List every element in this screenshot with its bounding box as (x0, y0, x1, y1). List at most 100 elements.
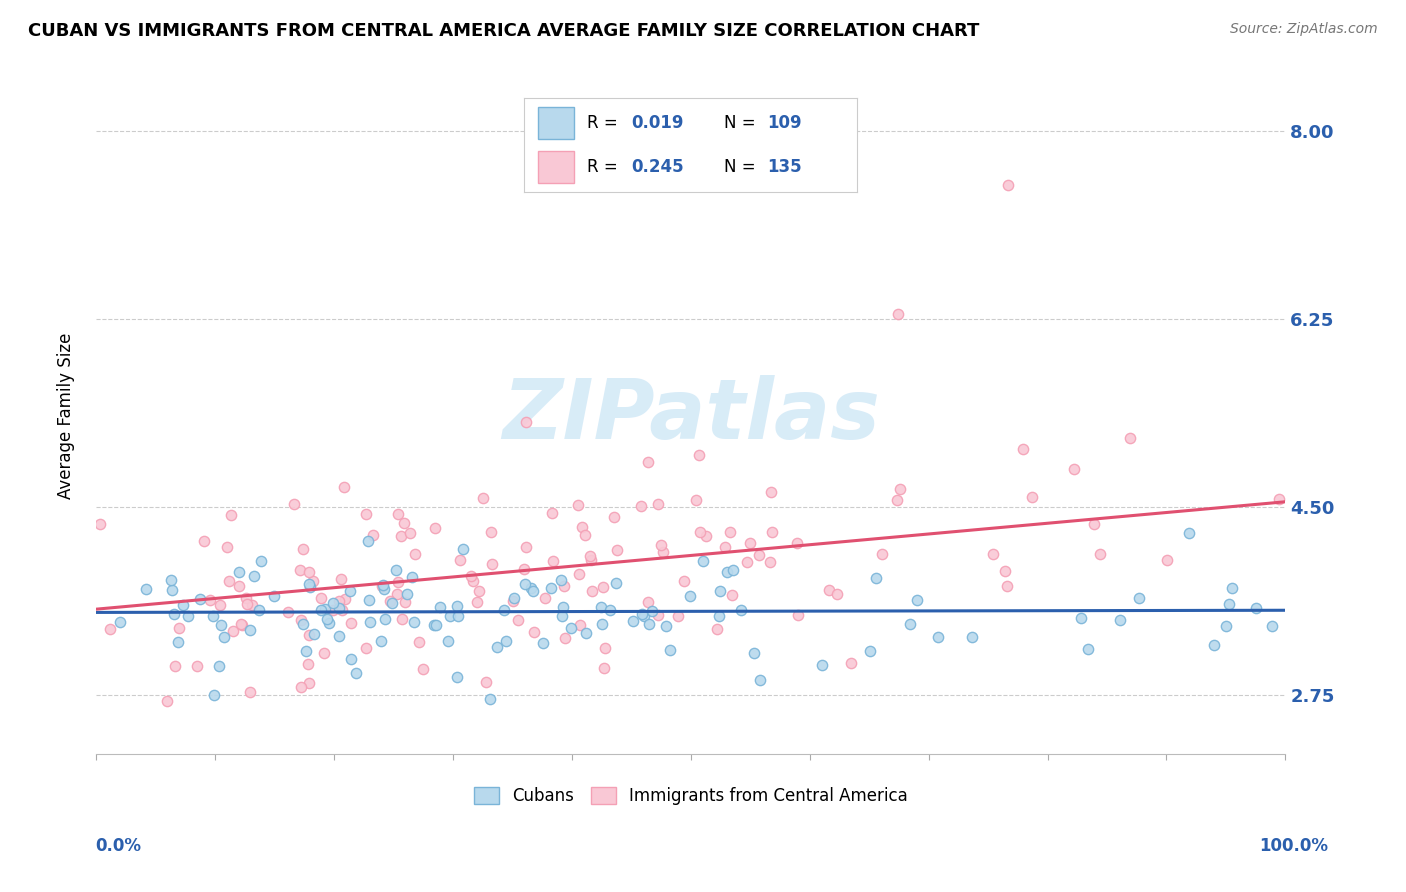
Point (263, 590, 285, 604)
Point (540, 581, 562, 595)
Point (209, 618, 232, 632)
Point (1156, 553, 1178, 567)
Point (593, 660, 616, 674)
Point (354, 641, 377, 656)
Point (531, 636, 554, 650)
Point (481, 558, 503, 572)
Point (685, 493, 707, 508)
Point (165, 658, 187, 673)
Point (716, 565, 738, 579)
Point (243, 568, 266, 582)
Point (292, 617, 315, 632)
Point (786, 536, 808, 550)
Point (298, 628, 321, 642)
Point (212, 630, 235, 644)
Point (108, 615, 131, 629)
Point (359, 615, 381, 629)
Point (437, 634, 460, 648)
Point (394, 595, 416, 609)
Point (479, 692, 502, 706)
Point (160, 582, 183, 597)
Point (218, 574, 240, 589)
Point (495, 634, 517, 648)
Point (314, 601, 336, 615)
Point (1244, 601, 1267, 615)
Point (479, 525, 502, 540)
Point (995, 578, 1018, 592)
Point (314, 646, 336, 660)
Point (156, 694, 179, 708)
Point (373, 582, 395, 597)
Point (290, 680, 312, 694)
Point (163, 607, 186, 621)
Point (745, 178, 768, 192)
Point (357, 534, 380, 549)
Point (571, 520, 593, 534)
Point (219, 508, 242, 523)
Text: CUBAN VS IMMIGRANTS FROM CENTRAL AMERICA AVERAGE FAMILY SIZE CORRELATION CHART: CUBAN VS IMMIGRANTS FROM CENTRAL AMERICA… (28, 22, 980, 40)
Point (560, 621, 582, 635)
Point (328, 600, 350, 615)
Point (461, 574, 484, 589)
Point (811, 658, 834, 673)
Point (239, 624, 262, 638)
Point (446, 599, 468, 614)
Point (486, 640, 509, 654)
Point (513, 562, 536, 576)
Point (344, 666, 367, 681)
Point (666, 609, 689, 624)
Point (322, 596, 344, 610)
Point (581, 584, 603, 599)
Point (606, 542, 628, 557)
Point (328, 629, 350, 643)
Point (172, 598, 194, 612)
Point (311, 591, 333, 606)
Point (994, 565, 1017, 579)
Point (208, 658, 231, 673)
Point (231, 618, 253, 632)
Point (222, 624, 245, 639)
Point (425, 521, 447, 535)
Point (568, 566, 591, 581)
Point (886, 493, 908, 508)
Point (330, 572, 353, 586)
Point (297, 657, 319, 671)
Point (340, 616, 363, 631)
Point (515, 415, 537, 429)
Point (898, 616, 921, 631)
Point (927, 630, 949, 644)
Point (387, 507, 409, 521)
Point (89, 517, 111, 532)
Point (429, 599, 451, 614)
Point (553, 579, 575, 593)
Point (460, 568, 482, 582)
Point (1202, 639, 1225, 653)
Point (294, 643, 316, 657)
Point (339, 584, 361, 599)
Point (503, 591, 526, 605)
Point (186, 658, 208, 673)
Point (202, 688, 225, 702)
Point (1083, 517, 1105, 532)
Point (322, 603, 344, 617)
Point (177, 609, 200, 624)
Point (761, 524, 783, 539)
Point (381, 596, 404, 610)
Point (638, 617, 661, 632)
Point (231, 616, 253, 631)
Point (333, 592, 356, 607)
Point (865, 571, 887, 585)
Point (886, 307, 908, 321)
Point (299, 580, 322, 594)
Point (541, 554, 564, 568)
Point (579, 549, 602, 563)
Point (960, 631, 983, 645)
Point (889, 482, 911, 496)
Point (534, 591, 557, 605)
Point (389, 529, 412, 543)
Point (650, 538, 672, 552)
Point (707, 609, 730, 624)
Point (647, 497, 669, 511)
Point (374, 612, 396, 626)
Point (997, 178, 1019, 192)
